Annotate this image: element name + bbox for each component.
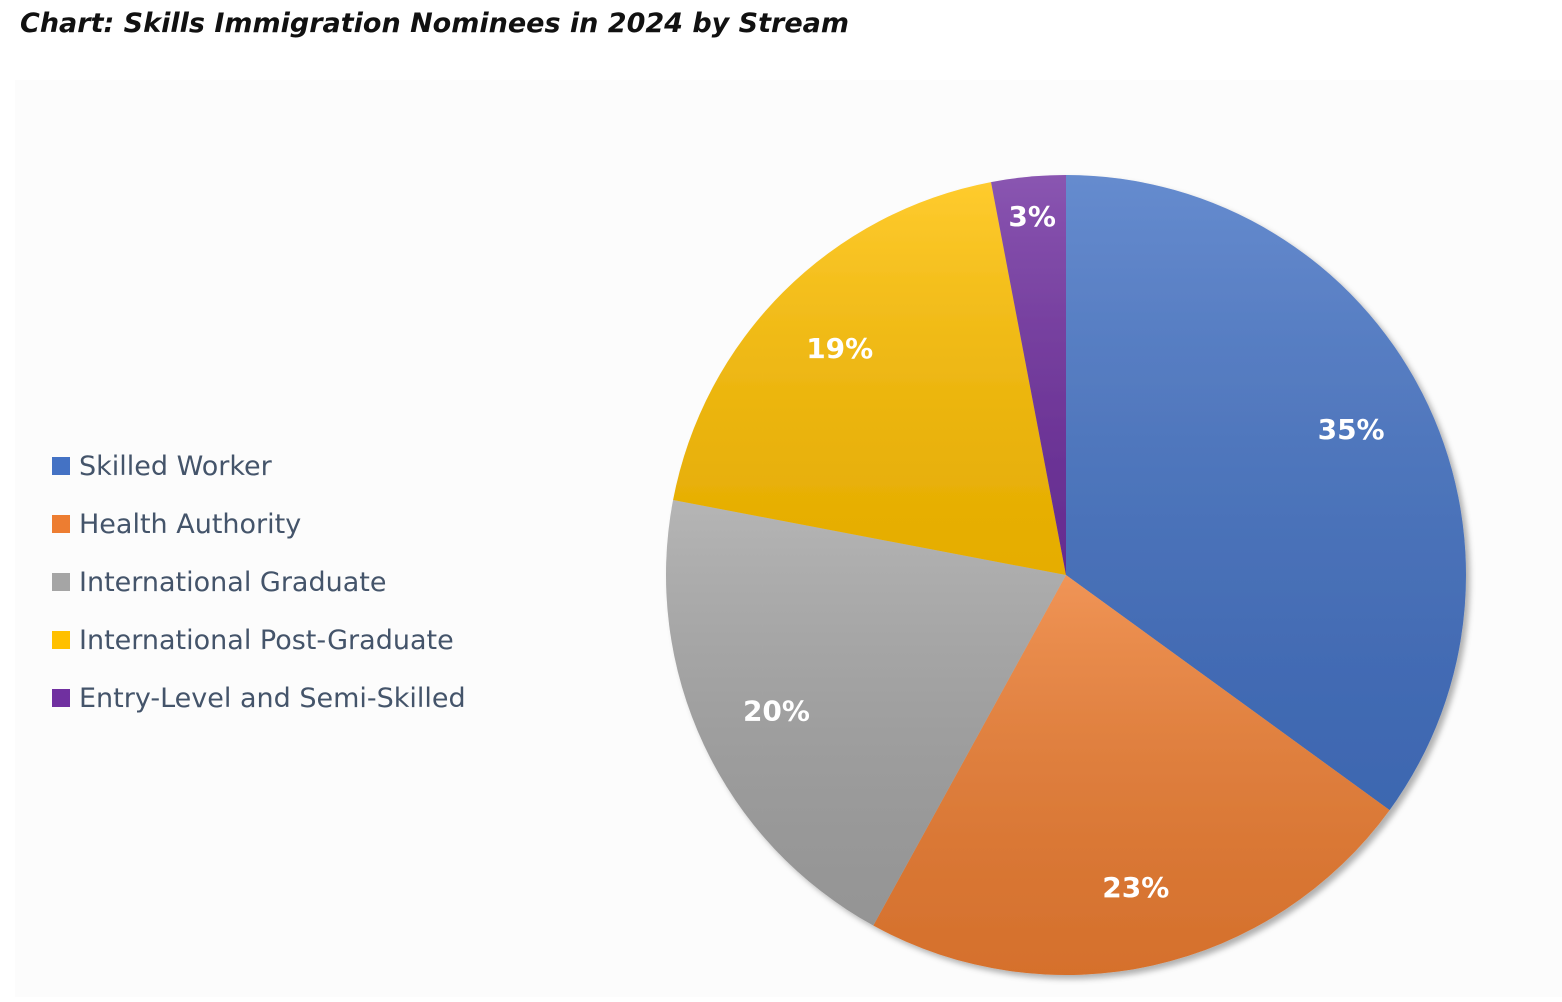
data-label-entry-level-and-semi-skilled: 3% xyxy=(1008,200,1056,233)
pie-slice-shading xyxy=(1066,175,1466,811)
legend-label: International Graduate xyxy=(79,566,387,598)
legend-swatch xyxy=(52,631,70,649)
legend-label: Skilled Worker xyxy=(79,450,272,482)
chart-title: Chart: Skills Immigration Nominees in 20… xyxy=(20,8,850,39)
legend-swatch xyxy=(52,457,70,475)
legend-item-entry-level-and-semi-skilled: Entry-Level and Semi-Skilled xyxy=(52,669,466,727)
data-label-international-post-graduate: 19% xyxy=(806,332,873,365)
legend-label: Entry-Level and Semi-Skilled xyxy=(79,682,466,714)
data-label-skilled-worker: 35% xyxy=(1318,413,1385,446)
legend-item-international-post-graduate: International Post-Graduate xyxy=(52,611,466,669)
legend-swatch xyxy=(52,689,70,707)
data-label-international-graduate: 20% xyxy=(743,695,810,728)
legend-label: International Post-Graduate xyxy=(79,624,454,656)
legend-label: Health Authority xyxy=(79,508,302,540)
legend-swatch xyxy=(52,515,70,533)
legend-item-skilled-worker: Skilled Worker xyxy=(52,437,466,495)
pie-slice-shading xyxy=(873,575,1390,975)
legend-item-international-graduate: International Graduate xyxy=(52,553,466,611)
pie-slice-shading xyxy=(991,175,1066,575)
pie-slice-shading xyxy=(673,182,1066,576)
data-label-health-authority: 23% xyxy=(1102,871,1169,904)
legend-swatch xyxy=(52,573,70,591)
legend-item-health-authority: Health Authority xyxy=(52,495,466,553)
pie-slice-shading xyxy=(666,500,1066,926)
legend: Skilled Worker Health Authority Internatio… xyxy=(52,437,466,727)
